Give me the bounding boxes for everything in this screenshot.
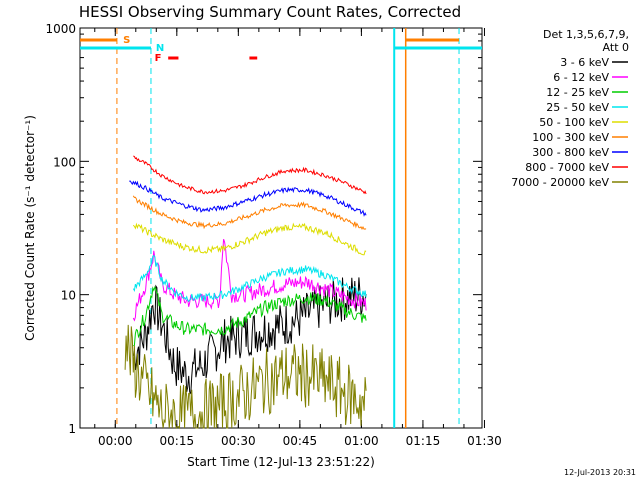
- timestamp: 12-Jul-2013 20:31: [564, 468, 636, 477]
- series-line: [132, 277, 367, 395]
- series-line: [132, 222, 367, 256]
- x-tick-label: 00:45: [283, 434, 318, 448]
- legend-entry-label: 50 - 100 keV: [539, 116, 609, 129]
- legend-header-line-2: Att 0: [603, 41, 629, 54]
- series-line: [132, 239, 367, 322]
- x-tick-label: 01:30: [467, 434, 502, 448]
- y-axis-label: Corrected Count Rate (s⁻¹ detector⁻¹): [23, 115, 37, 341]
- y-tick-label: 1000: [45, 22, 76, 36]
- series-line: [133, 285, 367, 347]
- x-tick-label: 01:00: [344, 434, 379, 448]
- x-axis: 00:00 00:15 00:30 00:45 01:00 01:15 01:30: [94, 28, 502, 448]
- flag-label: N: [156, 43, 164, 54]
- legend-entry-label: 25 - 50 keV: [546, 101, 609, 114]
- legend-entry-label: 12 - 25 keV: [546, 86, 609, 99]
- series-line: [124, 324, 367, 430]
- series-line: [132, 195, 367, 230]
- legend-entry-label: 6 - 12 keV: [553, 71, 609, 84]
- y-tick-label: 100: [53, 155, 76, 169]
- series-line: [129, 180, 367, 217]
- legend-entry-label: 7000 - 20000 keV: [511, 176, 609, 189]
- y-tick-label: 1: [68, 422, 76, 436]
- flag-label: S: [123, 35, 130, 46]
- legend: Det 1,3,5,6,7,9, Att 0 3 - 6 keV 6 - 12 k…: [511, 28, 629, 189]
- legend-entry-label: 3 - 6 keV: [560, 56, 609, 69]
- x-tick-label: 01:15: [406, 434, 441, 448]
- legend-entry-label: 300 - 800 keV: [532, 146, 609, 159]
- flag-label: F: [155, 53, 162, 64]
- series-layer: [124, 155, 367, 430]
- series-line: [132, 254, 367, 303]
- y-axis: 1 10 100 1000: [45, 22, 482, 436]
- x-tick-label: 00:30: [221, 434, 256, 448]
- x-axis-label: Start Time (12-Jul-13 23:51:22): [187, 455, 375, 469]
- legend-entry-label: 800 - 7000 keV: [525, 161, 609, 174]
- x-tick-label: 00:15: [160, 434, 195, 448]
- legend-header-line-1: Det 1,3,5,6,7,9,: [543, 28, 629, 41]
- x-tick-label: 00:00: [98, 434, 133, 448]
- plot-frame: [79, 27, 483, 429]
- legend-entry-label: 100 - 300 keV: [532, 131, 609, 144]
- chart-title: HESSI Observing Summary Count Rates, Cor…: [79, 3, 461, 21]
- series-line: [133, 155, 367, 195]
- observing-markers: S NF: [80, 28, 482, 428]
- y-tick-label: 10: [61, 289, 76, 303]
